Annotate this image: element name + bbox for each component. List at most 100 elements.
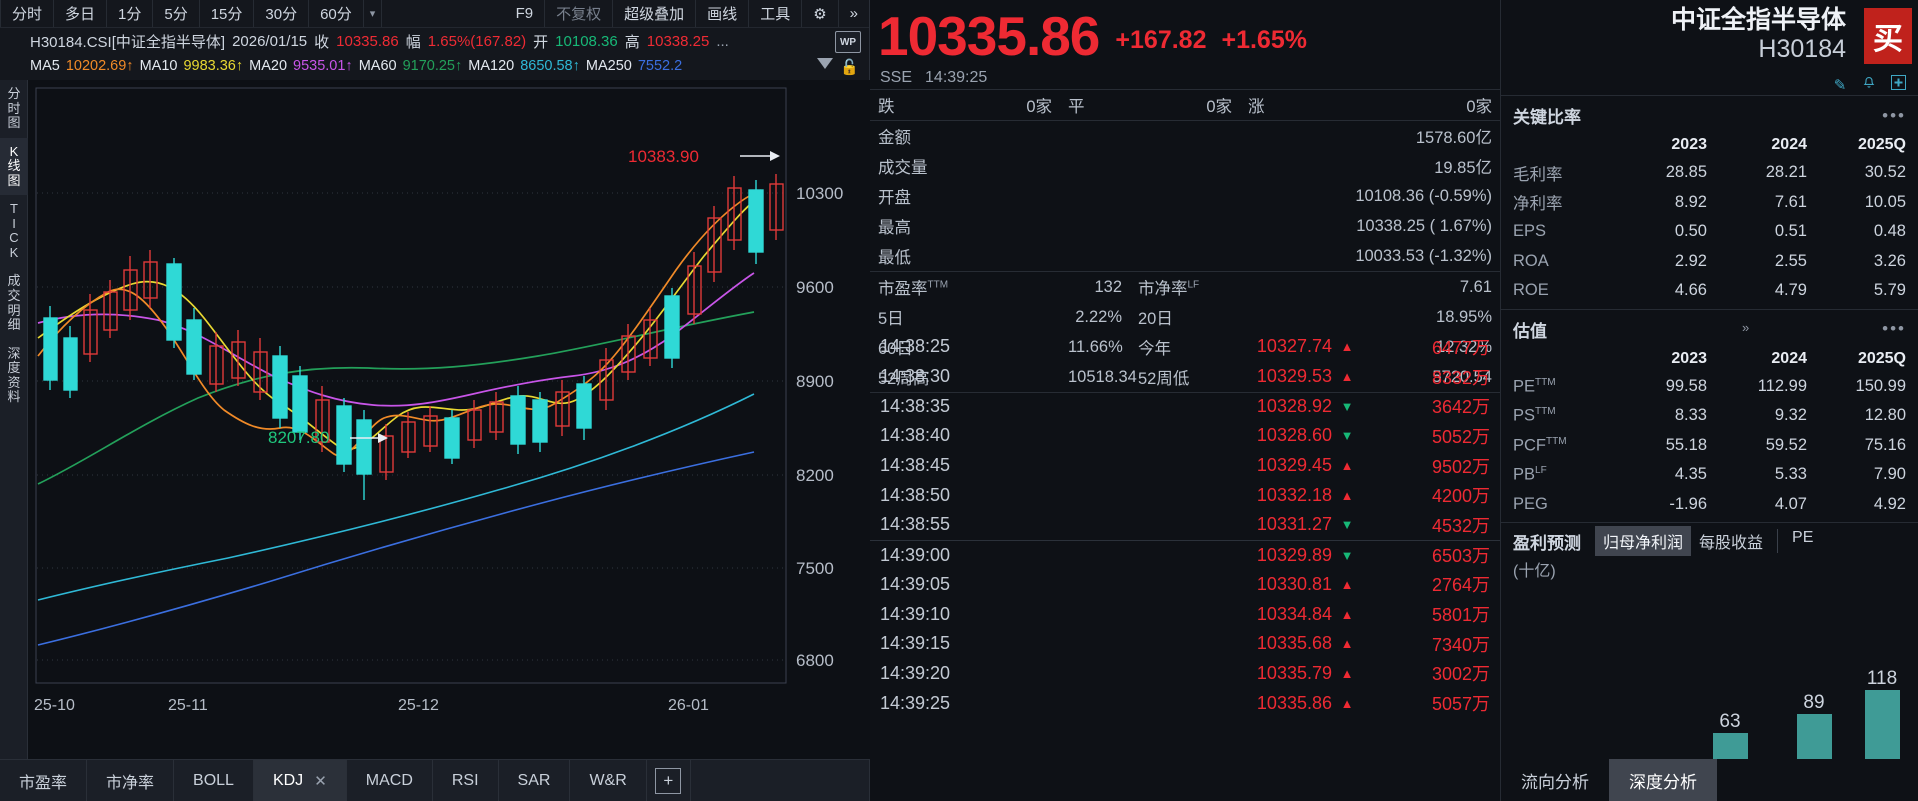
breadth-down-value: 0家 — [960, 90, 1060, 121]
lock-icon[interactable]: 🔓 — [840, 59, 859, 76]
perf-60d-label: 60日 — [878, 340, 913, 358]
section-divider — [1501, 308, 1918, 310]
forecast-bar-label-2023: 63 — [1719, 711, 1740, 732]
instrument-name: 中证全指半导体 — [1670, 6, 1846, 34]
rail-char: 料 — [7, 389, 21, 405]
period-tab-fenshi[interactable]: 分时 — [0, 0, 55, 27]
indicator-tab-rsi[interactable]: RSI — [433, 760, 499, 801]
ratio-row-5d-20d: 5日 2.22% 20日 18.95% — [870, 302, 1500, 332]
adjust-button[interactable]: 不复权 — [545, 0, 614, 27]
ma-value-2: 9535.01↑ — [293, 58, 353, 74]
perf-5d-label: 5日 — [878, 310, 904, 328]
tick-time: 14:38:35 — [880, 395, 951, 416]
volume-label: 成交量 — [878, 159, 928, 177]
valuation-more-icon[interactable]: ••• — [1882, 319, 1906, 338]
quote-table: 跌 0家 平 0家 涨 0家 金额 1578.60亿 成交量 19.85亿 开盘… — [870, 90, 1500, 393]
forecast-bar-chart-svg: 63 89 118 — [1501, 629, 1918, 759]
pe-label: 市盈率TTM — [870, 272, 1060, 303]
indicator-tab-macd[interactable]: MACD — [347, 760, 433, 801]
overlay-button[interactable]: 超级叠加 — [613, 0, 697, 27]
indicator-tab-sar[interactable]: SAR — [499, 760, 571, 801]
indicator-tab-kdj[interactable]: KDJ ✕ — [253, 760, 347, 801]
rail-char: K — [9, 143, 19, 159]
period-more-dropdown-icon[interactable]: ▾ — [364, 0, 383, 27]
tick-list[interactable]: 14:38:25 10327.74 ▲ 6477万 14:38:30 10329… — [870, 332, 1500, 801]
tick-price: 10332.18 — [1256, 484, 1332, 505]
pe-2023: 99.58 — [1665, 376, 1707, 395]
indicator-tab-pb[interactable]: 市净率 — [87, 760, 175, 801]
eps-label: EPS — [1513, 222, 1547, 241]
forecast-bar-chart[interactable]: 63 89 118 — [1501, 629, 1918, 759]
candlestick-chart-svg[interactable]: 10300 9600 8900 8200 7500 6800 25-10 25-… — [28, 80, 870, 759]
edit-icon[interactable]: ✎ — [1833, 76, 1847, 94]
wp-badge-icon[interactable]: WP — [835, 31, 861, 53]
add-indicator-button[interactable]: + — [647, 760, 691, 801]
tick-time: 14:39:15 — [880, 633, 951, 654]
net-margin-label: 净利率 — [1513, 195, 1563, 214]
exchange-time-row: SSE 14:39:25 — [870, 66, 1500, 90]
alarm-bell-icon[interactable] — [1859, 76, 1879, 94]
ma-label-3: MA60 — [358, 58, 397, 74]
indicator-tab-boll[interactable]: BOLL — [174, 760, 254, 801]
ma-collapse-triangle-icon[interactable] — [817, 58, 833, 69]
period-tab-15m[interactable]: 15分 — [200, 0, 255, 27]
rail-char: 线 — [7, 158, 21, 174]
candlestick-chart[interactable]: 10300 9600 8900 8200 7500 6800 25-10 25-… — [28, 80, 870, 759]
key-ratios-more-icon[interactable]: ••• — [1882, 105, 1906, 125]
buy-button[interactable]: 买 — [1864, 8, 1912, 64]
gear-icon[interactable]: ⚙ — [802, 0, 839, 27]
tick-direction-up-icon: ▲ — [1340, 695, 1354, 711]
period-tab-30m[interactable]: 30分 — [254, 0, 310, 27]
add-icon[interactable] — [1888, 75, 1908, 94]
rail-item-fenshi[interactable]: 分 时 图 — [0, 80, 28, 138]
tick-row: 14:38:50 10332.18 ▲ 4200万 — [870, 480, 1500, 510]
gross-margin-2024: 28.21 — [1765, 163, 1807, 182]
tab-depth-analysis[interactable]: 深度分析 — [1609, 759, 1717, 801]
indicator-tab-label: 市净率 — [106, 774, 155, 792]
chevron-right-icon[interactable]: » — [849, 5, 858, 22]
draw-button[interactable]: 画线 — [696, 0, 750, 27]
period-tab-duori[interactable]: 多日 — [54, 0, 108, 27]
indicator-tab-wr[interactable]: W&R — [570, 760, 647, 801]
period-tab-60m[interactable]: 60分 — [309, 0, 364, 27]
pb-lf-superscript: LF — [1535, 465, 1547, 476]
tick-time: 14:38:25 — [880, 336, 951, 357]
indicator-tab-label: RSI — [451, 771, 479, 789]
pe-label-text: 市盈率 — [878, 280, 928, 298]
forecast-bar-label-2024: 89 — [1803, 692, 1824, 713]
rail-item-tick[interactable]: T I C K — [0, 195, 28, 267]
peg-2025q: 4.92 — [1873, 494, 1906, 513]
rail-item-kline[interactable]: K 线 图 — [0, 137, 28, 196]
pb-label-text: 市净率 — [1138, 280, 1188, 298]
roe-2024: 4.79 — [1774, 281, 1807, 300]
panel-collapse-icon[interactable]: » — [1742, 320, 1750, 335]
rail-char: 交 — [7, 288, 21, 304]
ps-2025q: 12.80 — [1864, 406, 1906, 425]
tab-flow-analysis[interactable]: 流向分析 — [1521, 772, 1589, 792]
tick-direction-down-icon: ▼ — [1340, 428, 1354, 444]
close-label: 收 — [314, 33, 330, 51]
period-tab-5m[interactable]: 5分 — [153, 0, 200, 27]
close-icon[interactable]: ✕ — [314, 772, 327, 790]
forecast-tab-pe[interactable]: PE — [1792, 529, 1814, 546]
perf-ytd-label: 今年 — [1138, 340, 1171, 358]
forecast-tab-net-profit[interactable]: 归母净利润 — [1595, 526, 1692, 556]
pe-2024: 112.99 — [1757, 376, 1807, 395]
rail-item-profile[interactable]: 深 度 资 料 — [0, 340, 28, 412]
pcf-2025q: 75.16 — [1864, 435, 1906, 454]
roe-label: ROE — [1513, 281, 1549, 300]
pcf-2024: 59.52 — [1765, 435, 1807, 454]
tick-time: 14:39:25 — [880, 692, 951, 713]
key-ratios-col-2025q: 2025Q — [1857, 136, 1906, 153]
amplitude-label: 幅 — [405, 33, 421, 51]
tools-button[interactable]: 工具 — [749, 0, 803, 27]
rail-item-trades[interactable]: 成 交 明 细 — [0, 267, 28, 339]
open-value: 10108.36 (-0.59%) — [1355, 186, 1492, 205]
valuation-row-ps: PSTTM 8.33 9.32 12.80 — [1501, 401, 1918, 431]
forecast-tab-eps[interactable]: 每股收益 — [1699, 535, 1764, 552]
indicator-tab-pe[interactable]: 市盈率 — [0, 760, 88, 801]
f9-button[interactable]: F9 — [505, 0, 546, 27]
tick-direction-up-icon: ▲ — [1340, 369, 1354, 385]
valuation-col-2025q: 2025Q — [1857, 349, 1906, 367]
period-tab-1m[interactable]: 1分 — [107, 0, 154, 27]
